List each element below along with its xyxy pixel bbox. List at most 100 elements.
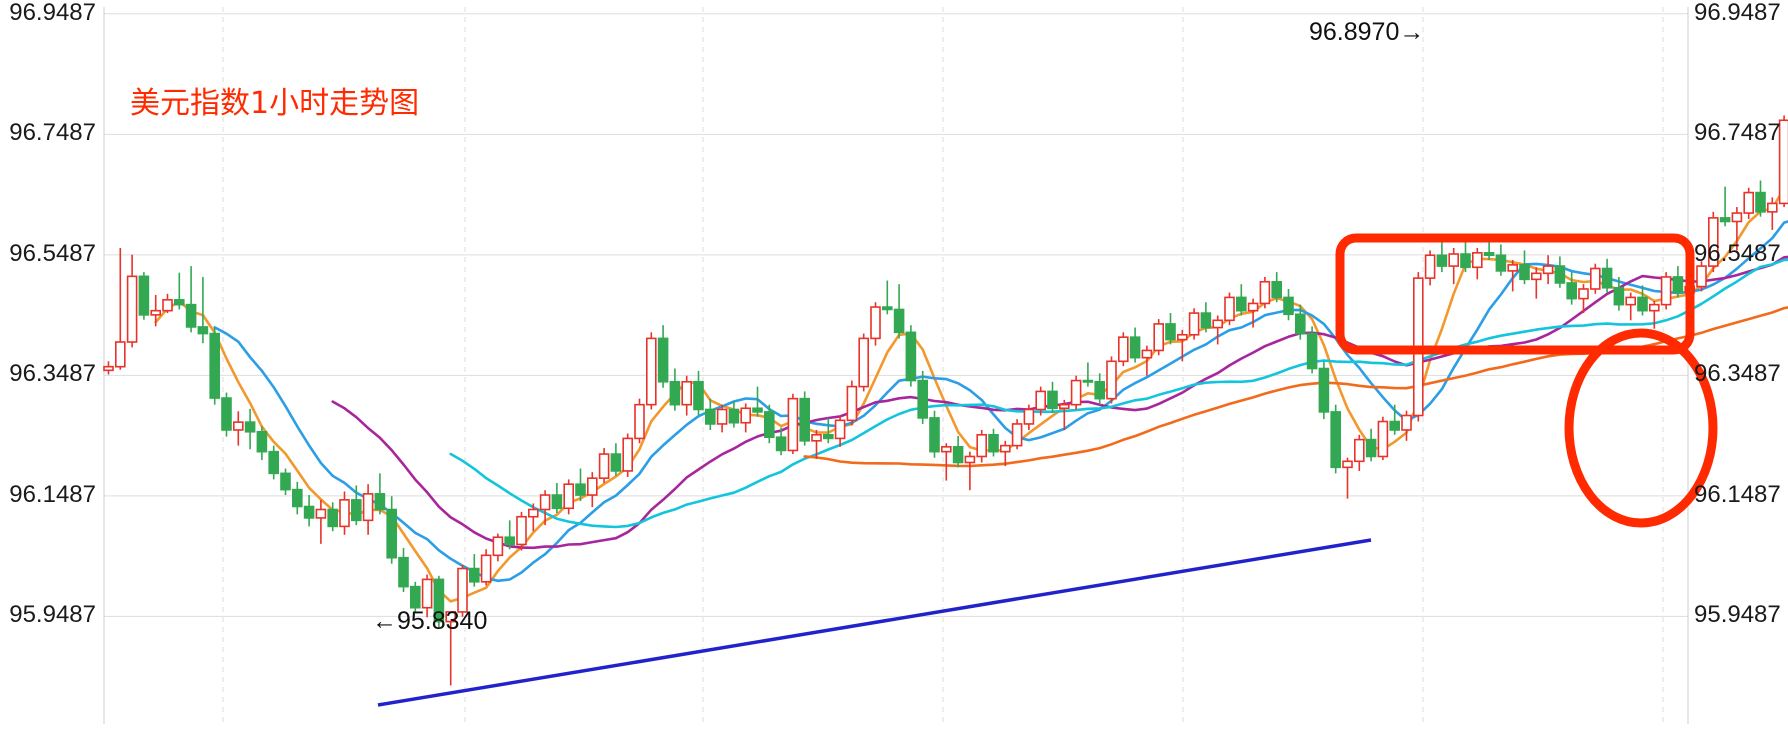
y-axis-tick-right-1: 96.7487 [1694,119,1781,147]
candlestick [138,272,150,320]
candlestick [1460,238,1471,273]
y-axis-tick-right-0: 96.9487 [1694,0,1781,26]
candlestick [1495,244,1507,276]
page-title: 美元指数1小时走势图 [130,86,420,121]
candlestick [409,581,421,613]
candlestick [1106,356,1117,404]
candlestick [1401,410,1412,441]
candlestick [480,549,492,586]
candlestick [1177,329,1188,362]
candlestick [221,392,232,437]
candlestick [339,491,350,535]
candlestick [669,368,681,411]
candlestick [303,495,315,527]
candlestick [327,502,339,532]
candlestick [103,361,114,375]
candlestick [1389,404,1400,435]
candlestick [492,533,504,562]
candlestick [527,503,539,532]
candlestick [1672,266,1684,298]
candlestick [1259,276,1271,309]
candlestick [1731,207,1743,251]
candlestick [917,370,929,424]
candlestick [1212,315,1223,345]
candlestick [457,564,468,617]
candlestick [162,293,173,314]
candlestick [1660,272,1672,310]
candlestick [1377,416,1389,461]
candlestick [197,276,209,344]
markup-annotation-layer [377,233,1718,707]
y-axis-tick-left-3: 96.3487 [9,360,96,388]
candlestick [551,482,563,514]
candlestick [787,393,799,455]
candlestick [1755,180,1766,217]
candlestick [1023,404,1035,430]
candlestick [834,415,846,447]
candlestick [315,499,327,544]
candlestick [1224,292,1235,326]
candlestick [799,391,811,446]
candlestick [964,451,976,491]
candlestick [775,427,787,456]
candlestick [445,611,457,686]
y-axis-tick-left-2: 96.5487 [9,239,96,267]
candlestick [1283,288,1294,321]
candlestick [280,468,291,496]
candlestick [516,511,527,551]
candlestick [811,429,822,459]
candlestick [1601,258,1613,293]
candlestick [1354,434,1365,471]
candlestick [504,520,516,550]
candlestick [940,443,952,481]
candlestick [1542,255,1554,285]
candlestick [150,295,161,327]
candlestick [598,448,610,483]
candlestick [1070,375,1082,410]
candlestick [209,327,220,405]
candlestick [1507,260,1518,292]
candlestick [386,496,398,564]
y-axis-tick-left-4: 96.1487 [9,480,96,508]
candlestick [1365,428,1377,462]
candlestick [563,479,575,515]
candlestick [539,490,551,526]
candlestick [244,408,256,450]
candlestick [1778,115,1788,208]
candlestick [1059,399,1070,430]
candlestick [1519,250,1530,285]
candlestick [1649,301,1660,329]
y-axis-tick-left-1: 96.7487 [9,119,96,147]
candlestick [398,548,409,593]
candlestick [905,325,917,387]
candlestick [952,435,964,468]
candlestick [291,481,303,515]
candlestick [881,280,893,315]
candlestick [645,332,657,410]
y-axis-tick-right-4: 96.1487 [1694,480,1781,508]
candlestick [1011,419,1023,450]
candlestick [174,272,185,310]
candlestick [1708,211,1719,273]
candlestick [126,254,138,348]
candlestick [763,404,775,444]
candlestick [1719,186,1731,227]
candlestick [1318,361,1330,420]
candlestick [929,410,940,458]
candlestick [421,574,433,618]
candlestick [1743,187,1754,220]
candlestick [870,302,881,346]
candlestick [1165,313,1176,345]
candlestick [622,433,634,477]
y-axis-tick-right-2: 96.5487 [1694,239,1781,267]
candlestick [468,554,480,587]
candlestick [893,284,905,339]
candlestick [1118,332,1129,367]
ma-line-ma30 [449,258,1788,529]
candlestick [693,370,704,416]
candlestick [1637,285,1648,316]
moving-average-layer [154,186,1788,603]
candlestick [1613,276,1625,311]
